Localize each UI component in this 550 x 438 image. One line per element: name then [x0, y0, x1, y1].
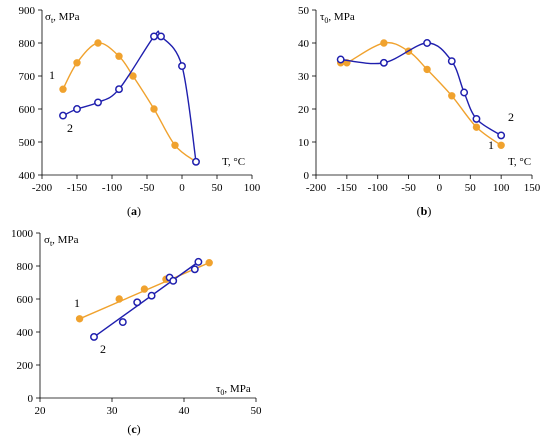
series-2-point: [90, 333, 98, 341]
series-2-point: [150, 32, 158, 41]
series-1-point: [115, 52, 123, 60]
series-1-point: [380, 39, 388, 47]
series-2-point: [423, 39, 432, 47]
x-tick-label: -200: [306, 182, 327, 194]
series-2-point: [447, 57, 456, 66]
y-tick-label: 400: [17, 327, 34, 339]
series-1-point: [472, 123, 481, 131]
y-tick-label: 20: [298, 104, 310, 116]
x-tick-label: 50: [212, 182, 224, 194]
chart-panel-b: -200 -150 -100 -50 0 50 100 150 0 10 20 30 40 50 τ0, M…: [298, 5, 541, 218]
series-1-point: [448, 92, 456, 100]
series-1-point: [115, 295, 123, 303]
x-tick-label: -100: [368, 182, 389, 194]
y-tick-label: 40: [298, 38, 310, 50]
x-tick-label: 50: [251, 405, 263, 417]
y-tick-label: 900: [19, 5, 36, 17]
series-2-point: [460, 88, 469, 97]
series-1-point: [497, 141, 505, 150]
series-2-point: [157, 32, 165, 41]
y-tick-label: 800: [17, 261, 34, 273]
series-1-point: [75, 315, 84, 323]
series-2-label: 2: [100, 342, 106, 356]
x-tick-label: 0: [179, 182, 185, 194]
series-2-point: [194, 257, 203, 266]
series-2-point: [497, 131, 506, 140]
x-tick-label: 50: [465, 182, 477, 194]
series-1-point: [59, 85, 67, 93]
series-2-point: [73, 105, 81, 113]
series-2-line: [93, 261, 199, 338]
series-1-point: [129, 72, 137, 80]
y-axis-label: τ0, MPa: [320, 11, 355, 25]
series-1-point: [73, 59, 81, 67]
y-axis-label: σt, MPa: [44, 234, 79, 248]
series-2-point: [133, 298, 142, 307]
x-tick-label: 40: [179, 405, 191, 417]
x-tick-label: -150: [67, 182, 88, 194]
series-2-point: [472, 114, 481, 123]
y-tick-label: 800: [19, 38, 36, 50]
series-2-point: [94, 98, 102, 107]
x-axis-label: T, °C: [222, 156, 245, 168]
y-tick-label: 600: [17, 294, 34, 306]
y-tick-label: 50: [298, 5, 310, 17]
panel-label: (a): [127, 204, 141, 218]
x-tick-label: 100: [244, 182, 261, 194]
y-tick-label: 700: [19, 71, 36, 83]
series-2-point: [190, 265, 199, 274]
y-tick-label: 0: [304, 170, 310, 182]
x-axis-label: τ0, MPa: [216, 383, 251, 397]
y-axis-label: σt, MPa: [45, 11, 80, 25]
series-1-point: [150, 105, 158, 113]
y-tick-label: 500: [19, 137, 36, 149]
panel-label: (b): [417, 204, 432, 218]
y-tick-label: 0: [28, 393, 34, 405]
y-tick-label: 200: [17, 360, 34, 372]
x-tick-label: 150: [524, 182, 541, 194]
y-tick-label: 30: [298, 71, 310, 83]
series-2-point: [178, 62, 186, 71]
series-2-point: [147, 291, 156, 300]
x-tick-label: 20: [35, 405, 47, 417]
series-2-point: [336, 55, 345, 64]
x-tick-label: 100: [493, 182, 510, 194]
y-tick-label: 10: [298, 137, 310, 149]
series-1-point: [205, 259, 213, 267]
series-1-label: 1: [74, 296, 80, 310]
series-1-point: [171, 141, 179, 150]
x-tick-label: -150: [337, 182, 358, 194]
series-2-point: [192, 157, 200, 166]
series-1-label: 1: [488, 138, 494, 152]
y-tick-label: 600: [19, 104, 36, 116]
x-axis-label: T, °C: [508, 156, 531, 168]
x-tick-label: -50: [401, 182, 416, 194]
x-tick-label: -200: [32, 182, 53, 194]
chart-panel-a: -200 -150 -100 -50 0 50 100 400 500 600 700 800 900 σ…: [19, 5, 261, 218]
series-1-label: 1: [49, 68, 55, 82]
series-1-point: [94, 39, 102, 47]
series-2-point: [59, 111, 67, 120]
y-tick-label: 400: [19, 170, 36, 182]
series-2-point: [115, 85, 123, 94]
series-2-point: [118, 318, 127, 327]
x-tick-label: 0: [437, 182, 443, 194]
x-tick-label: -50: [140, 182, 155, 194]
series-2-point: [379, 58, 388, 67]
chart-panel-c: 20 30 40 50 0 200 400 600 800 1000 σt, MPa τ0, MPa 1…: [11, 228, 262, 436]
series-2-point: [169, 276, 178, 285]
x-tick-label: 30: [107, 405, 119, 417]
x-tick-label: -100: [102, 182, 123, 194]
y-tick-label: 1000: [11, 228, 34, 240]
panel-label: (c): [127, 422, 140, 436]
series-2-label: 2: [67, 121, 73, 135]
series-1-point: [423, 65, 431, 74]
series-1-point: [140, 285, 149, 293]
series-2-label: 2: [508, 110, 514, 124]
